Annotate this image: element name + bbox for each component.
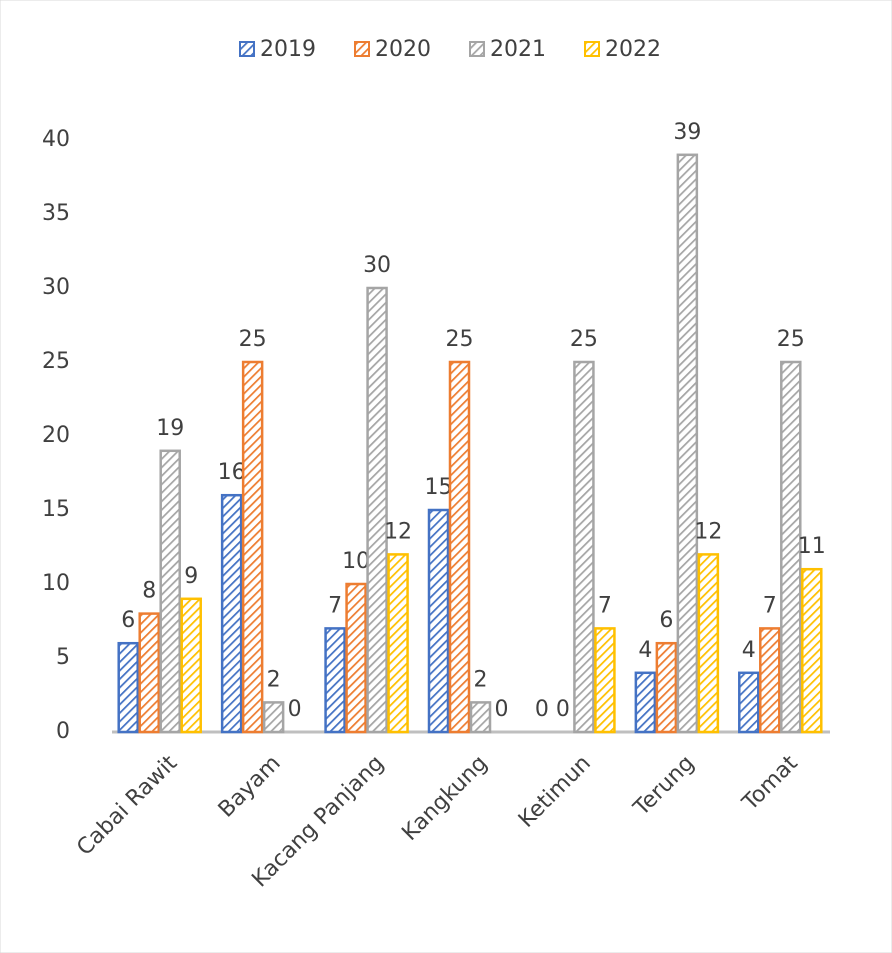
data-label: 6 bbox=[659, 608, 673, 633]
bar bbox=[469, 701, 492, 734]
data-label: 30 bbox=[363, 253, 391, 278]
bar bbox=[676, 153, 699, 734]
data-label: 25 bbox=[239, 327, 267, 352]
legend-label: 2022 bbox=[605, 37, 661, 62]
bar bbox=[345, 582, 367, 734]
data-label: 7 bbox=[763, 593, 777, 618]
bar bbox=[138, 612, 160, 734]
data-label: 10 bbox=[342, 549, 370, 574]
data-label: 11 bbox=[798, 534, 826, 559]
data-label: 7 bbox=[598, 593, 612, 618]
legend-swatch bbox=[584, 41, 600, 57]
bar bbox=[366, 286, 388, 734]
bar bbox=[738, 671, 760, 734]
data-label: 4 bbox=[638, 638, 652, 663]
y-tick-label: 10 bbox=[42, 571, 70, 596]
y-tick-label: 20 bbox=[42, 423, 70, 448]
data-label: 9 bbox=[184, 564, 198, 589]
data-label: 8 bbox=[142, 579, 156, 604]
bar bbox=[655, 641, 678, 734]
data-label: 12 bbox=[694, 519, 722, 544]
bar bbox=[759, 627, 781, 734]
y-tick-label: 35 bbox=[42, 201, 70, 226]
data-label: 2 bbox=[267, 667, 281, 692]
bar bbox=[159, 449, 181, 734]
legend-swatch bbox=[469, 41, 485, 57]
bar bbox=[697, 553, 720, 734]
y-tick-label: 5 bbox=[56, 645, 70, 670]
data-label: 0 bbox=[556, 697, 570, 722]
legend-label: 2020 bbox=[375, 37, 431, 62]
bar bbox=[262, 701, 285, 734]
y-tick-label: 30 bbox=[42, 275, 70, 300]
legend-swatch bbox=[239, 41, 255, 57]
legend-swatch bbox=[354, 41, 370, 57]
legend-label: 2021 bbox=[490, 37, 546, 62]
bar bbox=[180, 597, 202, 734]
bar bbox=[594, 627, 616, 734]
data-label: 15 bbox=[425, 475, 453, 500]
data-label: 0 bbox=[288, 697, 302, 722]
data-label: 25 bbox=[446, 327, 474, 352]
data-label: 4 bbox=[742, 638, 756, 663]
bar bbox=[117, 641, 139, 734]
data-label: 6 bbox=[121, 608, 135, 633]
data-label: 7 bbox=[328, 593, 342, 618]
bar bbox=[780, 360, 802, 734]
bar bbox=[427, 508, 450, 734]
bar bbox=[573, 360, 595, 734]
data-label: 25 bbox=[570, 327, 598, 352]
bar bbox=[448, 360, 471, 734]
data-label: 16 bbox=[218, 460, 246, 485]
y-tick-label: 40 bbox=[42, 127, 70, 152]
bar bbox=[634, 671, 657, 734]
data-label: 25 bbox=[777, 327, 805, 352]
bar bbox=[220, 493, 243, 734]
bar bbox=[387, 553, 409, 734]
data-label: 0 bbox=[535, 697, 549, 722]
data-label: 12 bbox=[384, 519, 412, 544]
bar bbox=[324, 627, 346, 734]
legend-label: 2019 bbox=[260, 37, 316, 62]
data-label: 19 bbox=[156, 416, 184, 441]
y-tick-label: 0 bbox=[56, 719, 70, 744]
data-label: 0 bbox=[495, 697, 509, 722]
bar bbox=[801, 567, 823, 734]
y-tick-label: 15 bbox=[42, 497, 70, 522]
bar bbox=[241, 360, 264, 734]
data-label: 2 bbox=[474, 667, 488, 692]
y-tick-label: 25 bbox=[42, 349, 70, 374]
data-label: 39 bbox=[673, 120, 701, 145]
